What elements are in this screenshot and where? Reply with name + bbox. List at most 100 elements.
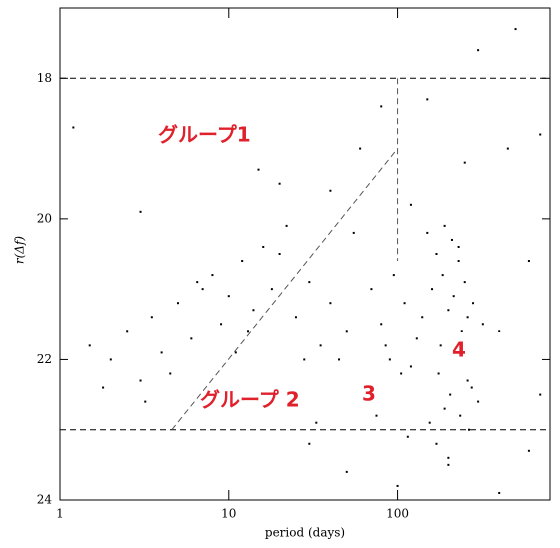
point [463,281,466,284]
point [447,463,450,466]
point [359,147,362,150]
point [443,224,446,227]
y-tick-label: 24 [37,493,53,507]
point [139,210,142,213]
point [460,330,463,333]
point [428,421,431,424]
point [426,98,429,101]
point [234,351,237,354]
point [88,344,91,347]
point [539,393,542,396]
point [241,260,244,263]
point [421,316,424,319]
point [477,400,480,403]
point [252,309,255,312]
point [498,330,501,333]
point [452,295,455,298]
point [227,295,230,298]
point [437,372,440,375]
point [527,449,530,452]
point [262,245,265,248]
point [375,414,378,417]
x-axis-label: period (days) [265,526,345,540]
point [400,372,403,375]
point [459,414,462,417]
point [278,182,281,185]
point [426,231,429,234]
plot-frame [59,7,551,501]
point [102,386,105,389]
label-box [447,332,507,363]
point [294,316,297,319]
annotation: 3 [362,382,376,406]
point [472,302,475,305]
point [463,161,466,164]
point [126,330,129,333]
point [329,302,332,305]
point [506,147,509,150]
point [481,323,484,326]
reference-line [171,148,398,431]
point [270,288,273,291]
point [431,288,434,291]
point [447,309,450,312]
point [150,316,153,319]
point [345,330,348,333]
point [144,400,147,403]
point [403,302,406,305]
point [527,260,530,263]
point [315,421,318,424]
point [392,274,395,277]
point [201,288,204,291]
point [220,323,223,326]
point [449,393,452,396]
point [468,428,471,431]
point [380,105,383,108]
point [338,358,341,361]
x-tick-label: 100 [386,507,409,521]
point [435,442,438,445]
y-tick-label: 18 [37,71,52,85]
annotation: グループ 2 [200,388,300,412]
point [470,386,473,389]
point [441,274,444,277]
point [457,260,460,263]
point [450,238,453,241]
point [160,351,163,354]
y-tick-label: 22 [37,352,52,366]
point [539,133,542,136]
annotation: 4 [452,338,466,362]
point [303,358,306,361]
point [319,344,322,347]
point [514,28,517,31]
point [477,49,480,52]
point [72,126,75,129]
point [176,302,179,305]
point [443,407,446,410]
point [139,379,142,382]
point [435,253,438,255]
annotation: グループ1 [158,123,251,147]
point [380,323,383,326]
point [308,442,311,445]
point [169,372,172,375]
point [247,330,250,333]
point [406,435,409,438]
y-tick-label: 20 [37,211,52,225]
y-axis-label: r(Δf) [13,236,27,265]
label-box [355,378,415,410]
point [329,189,332,192]
point [388,358,391,361]
point [457,245,460,248]
point [190,337,193,340]
point [384,344,387,347]
point [352,231,355,234]
point [439,344,442,347]
x-tick-label: 10 [221,507,236,521]
point [285,224,288,227]
point [196,281,199,284]
point [257,168,260,171]
point [370,288,373,291]
point [345,470,348,473]
